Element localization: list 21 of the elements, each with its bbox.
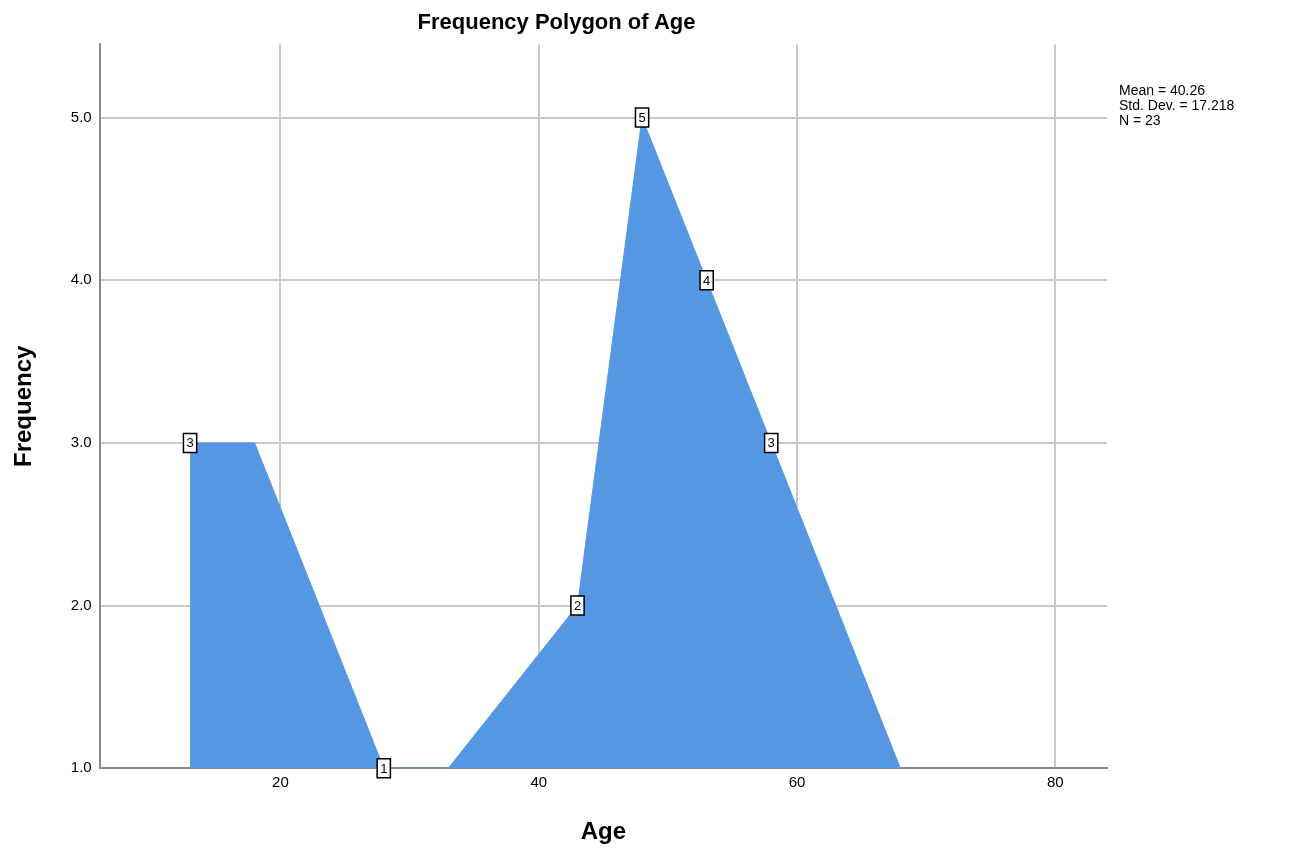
- text: Mean = 40.26: [1119, 82, 1206, 99]
- x-tick-label: 40: [530, 773, 548, 791]
- data-label: 2: [573, 598, 582, 614]
- y-axis-title: Frequency: [9, 344, 37, 467]
- data-label: 3: [186, 435, 194, 451]
- text: N = 23: [1119, 112, 1161, 129]
- data-label: 4: [703, 272, 711, 288]
- text: Std. Dev. = 17.218: [1119, 97, 1235, 114]
- x-tick-label: 60: [788, 773, 806, 791]
- x-axis-title: Age: [580, 817, 626, 845]
- x-tick-label: 20: [272, 773, 289, 791]
- y-tick-label: 5.0: [70, 107, 92, 125]
- data-label: 5: [638, 110, 646, 126]
- y-tick-label: 2.0: [70, 595, 92, 613]
- chart-title: Frequency Polygon of Age: [417, 9, 696, 35]
- x-tick-label: 80: [1047, 773, 1064, 791]
- y-tick-label: 1.0: [70, 758, 92, 776]
- y-tick-label: 4.0: [70, 270, 92, 288]
- data-label: 3: [767, 435, 775, 451]
- y-tick-label: 3.0: [70, 433, 92, 451]
- data-label: 1: [380, 760, 388, 776]
